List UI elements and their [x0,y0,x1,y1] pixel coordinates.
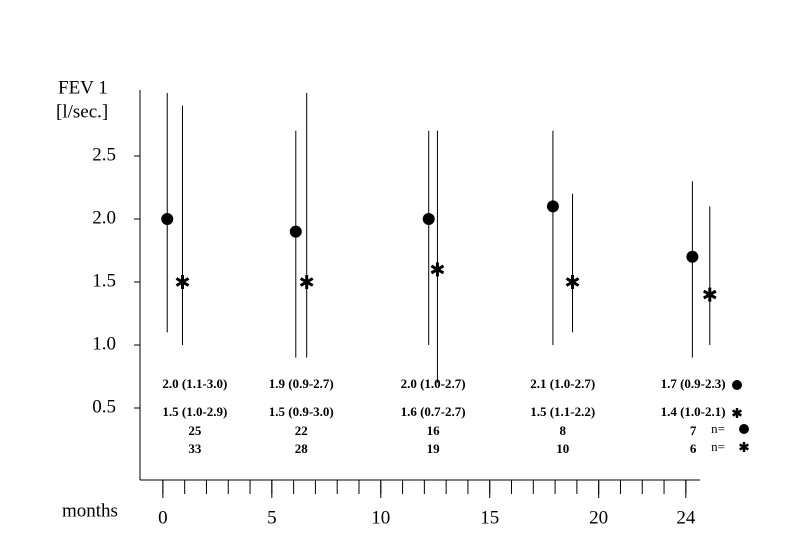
y-tick-label: 0.5 [92,396,116,417]
dot-marker [686,250,699,263]
n-label: 8 [559,423,566,438]
n-label: 28 [295,441,309,456]
x-tick-label: 20 [589,507,608,528]
legend-dot [739,424,749,434]
y-tick-label: 1.5 [92,270,116,291]
asterisk-marker [702,287,717,302]
n-label: 33 [188,441,202,456]
x-tick-label: 10 [371,507,390,528]
range-label: 1.6 (0.7-2.7) [401,404,466,419]
legend-dot [732,380,742,390]
y-tick-label: 2.0 [92,207,116,228]
y-axis-label: FEV 1 [58,77,108,98]
asterisk-marker [565,275,580,289]
asterisk-marker [299,275,314,289]
x-tick-label: 15 [480,507,499,528]
legend-asterisk [739,443,749,451]
range-label: 2.1 (1.0-2.7) [530,376,595,391]
range-label: 1.5 (1.0-2.9) [162,404,227,419]
y-tick-label: 2.5 [92,144,116,165]
n-label: 19 [427,441,441,456]
n-label: 22 [295,423,308,438]
asterisk-stroke [565,277,580,287]
x-tick-label: 5 [267,507,277,528]
range-label: 1.5 (1.1-2.2) [530,404,595,419]
asterisk-stroke [702,289,717,300]
range-label: 2.0 (1.0-2.7) [401,376,466,391]
x-tick-label: 0 [158,507,168,528]
n-prefix: n= [711,421,725,436]
n-label: 7 [690,423,697,438]
n-label: 10 [556,441,569,456]
x-axis-label: months [62,500,118,521]
range-label: 2.0 (1.1-3.0) [162,376,227,391]
y-axis-label: [l/sec.] [56,101,108,122]
asterisk-stroke [175,277,190,287]
dot-marker [289,225,302,238]
range-label: 1.7 (0.9-2.3) [661,376,726,391]
asterisk-marker [175,275,190,289]
range-label: 1.9 (0.9-2.7) [269,376,334,391]
legend-asterisk [732,409,742,417]
dot-marker [546,200,559,213]
dot-marker [161,213,174,225]
n-prefix: n= [711,439,725,454]
range-label: 1.4 (1.0-2.1) [661,404,726,419]
dot-marker [422,213,435,225]
y-tick-label: 1.0 [92,333,116,354]
n-label: 25 [188,423,202,438]
n-label: 6 [690,441,697,456]
asterisk-stroke [430,264,445,275]
asterisk-stroke [299,277,314,287]
x-tick-label: 24 [676,507,696,528]
n-label: 16 [427,423,441,438]
asterisk-marker [430,262,445,277]
range-label: 1.5 (0.9-3.0) [269,404,334,419]
